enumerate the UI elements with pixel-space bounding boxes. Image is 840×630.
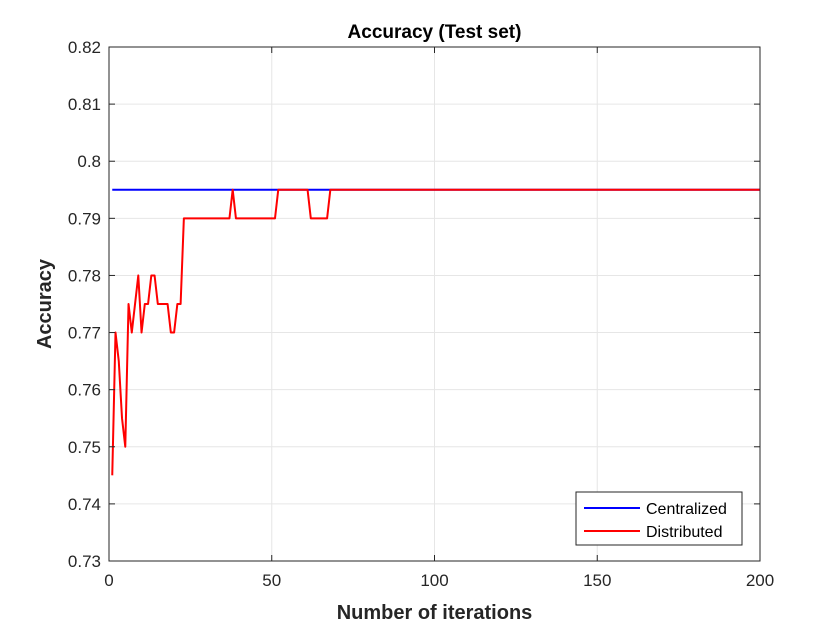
y-tick-label: 0.75 xyxy=(68,438,101,457)
y-tick-label: 0.82 xyxy=(68,38,101,57)
x-axis-label: Number of iterations xyxy=(337,602,533,624)
y-tick-label: 0.8 xyxy=(77,152,101,171)
x-tick-label: 0 xyxy=(104,571,113,590)
y-tick-label: 0.74 xyxy=(68,495,101,514)
y-tick-label: 0.73 xyxy=(68,552,101,571)
x-tick-label: 100 xyxy=(420,571,448,590)
chart-title: Accuracy (Test set) xyxy=(348,22,522,43)
legend: Centralized Distributed xyxy=(575,491,743,546)
x-tick-label: 150 xyxy=(583,571,611,590)
x-tick-label: 50 xyxy=(262,571,281,590)
ticks: 0 50 100 150 200 0.73 0.74 0.75 0.76 0.77 0.78 0.79… xyxy=(68,38,774,590)
legend-label-centralized: Centralized xyxy=(646,501,727,518)
y-axis-label: Accuracy xyxy=(34,258,56,349)
legend-box xyxy=(575,491,743,546)
y-tick-label: 0.81 xyxy=(68,95,101,114)
y-tick-label: 0.79 xyxy=(68,209,101,228)
legend-label-distributed: Distributed xyxy=(646,524,722,541)
y-tick-label: 0.77 xyxy=(68,324,101,343)
series-line-distributed xyxy=(111,188,760,476)
series-layer xyxy=(111,188,760,476)
y-tick-label: 0.76 xyxy=(68,381,101,400)
y-tick-label: 0.78 xyxy=(68,266,101,285)
x-tick-label: 200 xyxy=(746,571,774,590)
